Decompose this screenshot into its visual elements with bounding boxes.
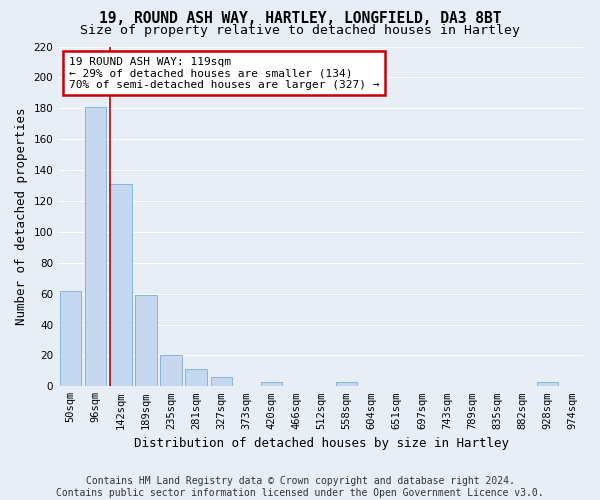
Y-axis label: Number of detached properties: Number of detached properties xyxy=(15,108,28,325)
Text: Size of property relative to detached houses in Hartley: Size of property relative to detached ho… xyxy=(80,24,520,37)
Bar xyxy=(336,382,358,386)
Text: 19, ROUND ASH WAY, HARTLEY, LONGFIELD, DA3 8BT: 19, ROUND ASH WAY, HARTLEY, LONGFIELD, D… xyxy=(99,11,501,26)
Bar xyxy=(136,295,157,386)
Bar xyxy=(261,382,282,386)
Bar xyxy=(185,370,207,386)
Text: 19 ROUND ASH WAY: 119sqm
← 29% of detached houses are smaller (134)
70% of semi-: 19 ROUND ASH WAY: 119sqm ← 29% of detach… xyxy=(69,56,379,90)
Bar xyxy=(85,106,106,386)
Bar xyxy=(537,382,558,386)
Text: Contains HM Land Registry data © Crown copyright and database right 2024.
Contai: Contains HM Land Registry data © Crown c… xyxy=(56,476,544,498)
Bar xyxy=(110,184,131,386)
Bar xyxy=(211,377,232,386)
X-axis label: Distribution of detached houses by size in Hartley: Distribution of detached houses by size … xyxy=(134,437,509,450)
Bar xyxy=(160,356,182,386)
Bar xyxy=(60,290,82,386)
